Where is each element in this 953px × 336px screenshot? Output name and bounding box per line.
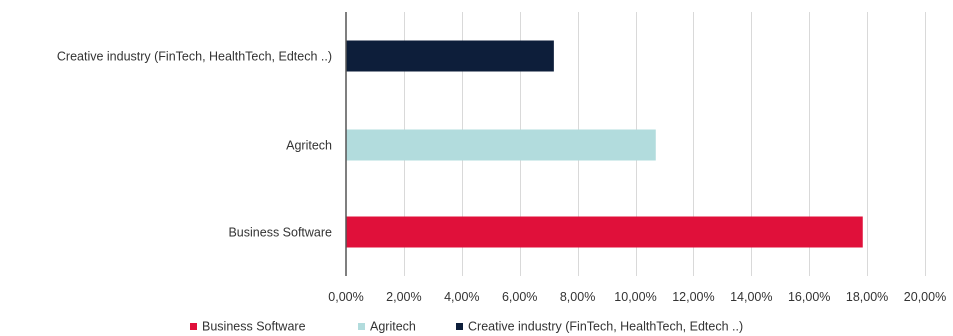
category-label: Creative industry (FinTech, HealthTech, … — [57, 50, 332, 64]
x-tick-label: 18,00% — [846, 290, 888, 304]
bar-agritech — [346, 129, 656, 161]
legend-swatch — [456, 323, 463, 330]
x-tick-label: 16,00% — [788, 290, 830, 304]
legend-swatch — [190, 323, 197, 330]
bar-business-software — [346, 216, 863, 248]
x-tick-label: 8,00% — [560, 290, 595, 304]
x-tick-label: 4,00% — [444, 290, 479, 304]
category-labels: Business Software Agritech Creative indust… — [57, 50, 332, 240]
bar-creative-industry — [346, 40, 554, 72]
legend-label: Creative industry (FinTech, HealthTech, … — [468, 320, 743, 334]
legend-swatch — [358, 323, 365, 330]
legend-label: Agritech — [370, 320, 416, 334]
category-label: Business Software — [228, 226, 332, 240]
legend: Business Software Agritech Creative indust… — [190, 320, 743, 334]
legend-label: Business Software — [202, 320, 306, 334]
x-tick-label: 6,00% — [502, 290, 537, 304]
x-tick-label: 14,00% — [730, 290, 772, 304]
x-tick-label: 12,00% — [672, 290, 714, 304]
x-tick-label: 0,00% — [328, 290, 363, 304]
bars — [346, 40, 863, 248]
x-tick-label: 10,00% — [614, 290, 656, 304]
x-tick-label: 2,00% — [386, 290, 421, 304]
x-tick-label: 20,00% — [904, 290, 946, 304]
category-label: Agritech — [286, 139, 332, 153]
x-tick-labels: 0,00% 2,00% 4,00% 6,00% 8,00% 10,00% 12,00% 14,… — [328, 290, 946, 304]
